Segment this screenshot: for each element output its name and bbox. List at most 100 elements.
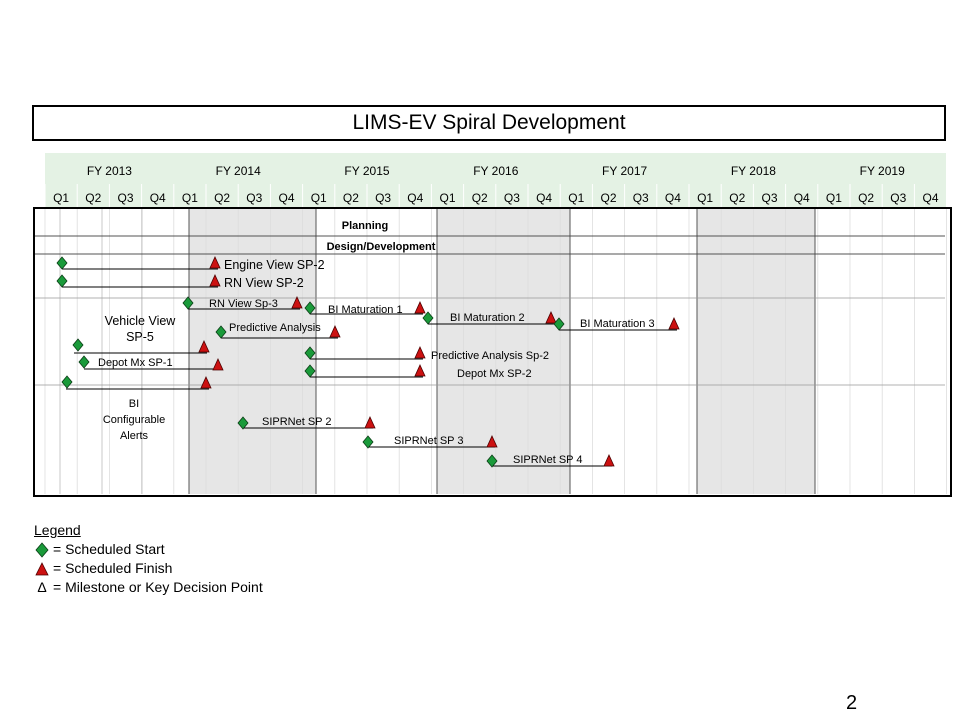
quarter-label: Q4: [407, 191, 423, 205]
finish-triangle: [209, 274, 221, 287]
page-number: 2: [846, 692, 858, 714]
finish-triangle: [545, 311, 557, 324]
task-row: BI Maturation 1: [304, 301, 426, 316]
task-row: Engine View SP-2: [56, 256, 325, 272]
quarter-label: Q2: [729, 191, 745, 205]
task-row: Predictive Analysis Sp-2: [304, 346, 549, 362]
start-diamond: [56, 274, 68, 288]
green-diamond-icon: [35, 541, 49, 558]
quarter-label: Q3: [761, 191, 777, 205]
finish-triangle: [668, 317, 680, 330]
task-row: RN View SP-2: [56, 274, 304, 290]
quarter-label: Q1: [311, 191, 327, 205]
red-triangle-icon: [35, 561, 49, 575]
task-label: SIPRNet SP 2: [262, 416, 332, 428]
task-row: BI Maturation 3: [553, 317, 680, 331]
task-row: Vehicle View SP-5: [72, 314, 210, 354]
fiscal-year-label: FY 2015: [344, 164, 389, 178]
quarter-label: Q1: [182, 191, 198, 205]
quarter-label: Q3: [633, 191, 649, 205]
legend-title: Legend: [34, 522, 81, 538]
quarter-label: Q1: [826, 191, 842, 205]
task-label-line: BI: [129, 398, 139, 410]
start-diamond: [61, 375, 73, 389]
task-label-line: Alerts: [120, 430, 149, 442]
legend-finish-text: = Scheduled Finish: [53, 560, 173, 576]
task-label-line: Configurable: [103, 414, 165, 426]
task-row: Depot Mx SP-2: [304, 364, 532, 380]
quarter-label: Q1: [53, 191, 69, 205]
quarter-label: Q2: [343, 191, 359, 205]
task-row: Depot Mx SP-1: [78, 355, 224, 371]
task-row: SIPRNet SP 2: [237, 416, 376, 430]
legend-finish-row: = Scheduled Finish: [34, 559, 263, 578]
fiscal-year-label: FY 2017: [602, 164, 647, 178]
quarter-label: Q1: [697, 191, 713, 205]
finish-triangle: [200, 376, 212, 389]
task-label: BI Maturation 3: [580, 318, 655, 330]
finish-triangle: [414, 346, 426, 359]
task-label-line: Vehicle View: [105, 314, 177, 328]
shaded-band: [697, 209, 815, 494]
start-diamond: [215, 325, 227, 339]
start-diamond: [78, 355, 90, 369]
fiscal-year-label: FY 2013: [87, 164, 132, 178]
phase-label: Design/Development: [327, 241, 436, 253]
task-label: RN View SP-2: [224, 276, 304, 290]
start-diamond: [182, 296, 194, 310]
start-diamond: [56, 256, 68, 270]
quarter-label: Q3: [890, 191, 906, 205]
delta-icon: Δ: [37, 579, 47, 595]
task-label: RN View Sp-3: [209, 298, 278, 310]
shaded-band: [189, 209, 316, 494]
start-diamond: [304, 301, 316, 315]
quarter-label: Q2: [85, 191, 101, 205]
task-row: BI Maturation 2: [422, 311, 557, 325]
task-label-line: SP-5: [126, 330, 154, 344]
quarter-label: Q3: [375, 191, 391, 205]
start-diamond: [72, 338, 84, 352]
quarter-label: Q2: [214, 191, 230, 205]
legend-start-row: = Scheduled Start: [34, 540, 263, 559]
quarter-label: Q2: [472, 191, 488, 205]
task-row: RN View Sp-3: [182, 296, 303, 310]
quarter-label: Q4: [150, 191, 166, 205]
start-diamond: [362, 435, 374, 449]
start-diamond: [304, 364, 316, 378]
finish-triangle: [603, 454, 615, 467]
task-label: BI Maturation 2: [450, 312, 525, 324]
legend-milestone-row: Δ = Milestone or Key Decision Point: [34, 578, 262, 597]
fiscal-year-label: FY 2014: [216, 164, 261, 178]
start-diamond: [422, 311, 434, 325]
quarter-label: Q1: [568, 191, 584, 205]
task-label: Depot Mx SP-1: [98, 357, 173, 369]
quarter-label: Q4: [922, 191, 938, 205]
quarter-label: Q3: [117, 191, 133, 205]
quarter-label: Q2: [858, 191, 874, 205]
task-label: Engine View SP-2: [224, 258, 325, 272]
quarter-label: Q2: [600, 191, 616, 205]
finish-triangle: [364, 416, 376, 429]
finish-triangle: [414, 364, 426, 377]
task-label: Predictive Analysis: [229, 322, 321, 334]
task-label: Depot Mx SP-2: [457, 368, 532, 380]
quarter-label: Q3: [504, 191, 520, 205]
finish-triangle: [329, 325, 341, 338]
start-diamond: [486, 454, 498, 468]
quarter-label: Q4: [278, 191, 294, 205]
finish-triangle: [198, 340, 210, 353]
start-diamond: [304, 346, 316, 360]
task-label: Vehicle View SP-5: [105, 314, 177, 344]
task-label: SIPRNet SP 3: [394, 435, 464, 447]
phase-label: Planning: [342, 220, 388, 232]
chart-frame: [33, 207, 952, 497]
finish-triangle: [209, 256, 221, 269]
legend-start-text: = Scheduled Start: [53, 541, 165, 557]
legend: Legend = Scheduled Start = Scheduled Fin…: [34, 521, 263, 597]
fiscal-year-label: FY 2016: [473, 164, 518, 178]
finish-triangle: [212, 358, 224, 371]
fiscal-year-label: FY 2018: [731, 164, 776, 178]
task-row: SIPRNet SP 3: [362, 435, 498, 449]
chart-title: LIMS-EV Spiral Development: [32, 105, 946, 141]
task-label: BI Configurable Alerts: [103, 398, 165, 442]
